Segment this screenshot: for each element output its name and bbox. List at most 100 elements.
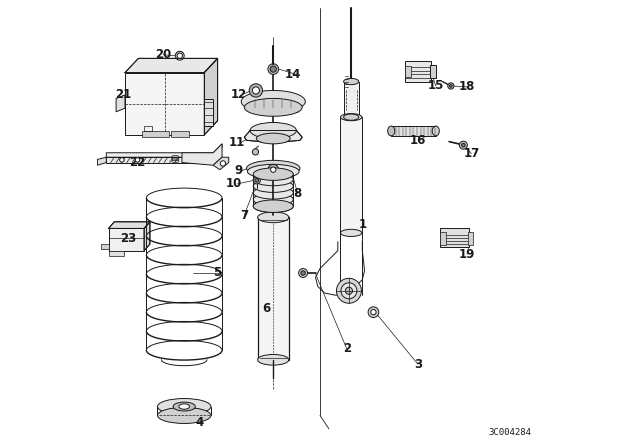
Circle shape bbox=[268, 164, 278, 175]
Ellipse shape bbox=[244, 99, 302, 116]
Bar bbox=[109, 228, 144, 251]
Ellipse shape bbox=[253, 180, 293, 192]
Bar bbox=[468, 233, 473, 245]
Bar bbox=[440, 228, 469, 247]
Ellipse shape bbox=[253, 200, 293, 212]
Circle shape bbox=[270, 66, 276, 72]
Bar bbox=[101, 244, 109, 250]
Circle shape bbox=[448, 83, 454, 89]
Text: 18: 18 bbox=[459, 80, 475, 93]
Circle shape bbox=[268, 64, 278, 74]
Bar bbox=[109, 251, 124, 256]
Text: 11: 11 bbox=[229, 137, 245, 150]
Polygon shape bbox=[109, 222, 150, 228]
Text: 1: 1 bbox=[358, 217, 366, 231]
Text: 7: 7 bbox=[240, 209, 248, 222]
Text: 15: 15 bbox=[428, 79, 444, 92]
Circle shape bbox=[346, 287, 353, 294]
Polygon shape bbox=[144, 222, 150, 251]
Bar bbox=[142, 130, 168, 137]
Text: 20: 20 bbox=[155, 48, 172, 61]
Circle shape bbox=[449, 85, 452, 87]
Circle shape bbox=[371, 310, 376, 315]
Bar bbox=[144, 126, 152, 131]
Text: 10: 10 bbox=[225, 177, 242, 190]
Circle shape bbox=[175, 51, 184, 60]
Text: 5: 5 bbox=[214, 267, 221, 280]
Circle shape bbox=[177, 53, 182, 58]
Circle shape bbox=[120, 158, 124, 162]
Ellipse shape bbox=[157, 399, 211, 414]
Circle shape bbox=[271, 167, 276, 172]
Ellipse shape bbox=[258, 212, 289, 223]
Circle shape bbox=[253, 177, 260, 184]
Polygon shape bbox=[116, 95, 125, 112]
Bar bbox=[125, 73, 204, 135]
Text: 8: 8 bbox=[294, 187, 302, 200]
Text: 9: 9 bbox=[235, 164, 243, 177]
Ellipse shape bbox=[432, 126, 439, 136]
Polygon shape bbox=[213, 157, 228, 170]
Ellipse shape bbox=[250, 122, 296, 138]
Ellipse shape bbox=[258, 354, 289, 365]
Circle shape bbox=[220, 161, 226, 166]
Polygon shape bbox=[204, 58, 218, 135]
Ellipse shape bbox=[253, 168, 293, 181]
Text: 19: 19 bbox=[459, 248, 475, 261]
Circle shape bbox=[252, 149, 259, 155]
Bar bbox=[440, 232, 445, 246]
Bar bbox=[344, 82, 359, 117]
Text: 3C004284: 3C004284 bbox=[488, 428, 531, 437]
Circle shape bbox=[249, 84, 262, 97]
Polygon shape bbox=[125, 58, 218, 73]
Polygon shape bbox=[244, 130, 302, 143]
Circle shape bbox=[337, 278, 362, 303]
Ellipse shape bbox=[257, 133, 290, 144]
Text: 17: 17 bbox=[463, 147, 479, 160]
Text: 13: 13 bbox=[285, 103, 301, 116]
Ellipse shape bbox=[253, 193, 293, 206]
Bar bbox=[171, 130, 189, 137]
Bar bbox=[258, 217, 289, 360]
Text: 12: 12 bbox=[231, 88, 247, 101]
Text: 3: 3 bbox=[414, 358, 422, 371]
Ellipse shape bbox=[173, 402, 195, 411]
Circle shape bbox=[461, 143, 465, 147]
Ellipse shape bbox=[246, 160, 300, 177]
Circle shape bbox=[255, 179, 259, 182]
Bar bbox=[340, 117, 362, 233]
Bar bbox=[404, 66, 412, 77]
Ellipse shape bbox=[253, 200, 293, 212]
Text: 22: 22 bbox=[129, 156, 145, 169]
Circle shape bbox=[460, 141, 467, 149]
Ellipse shape bbox=[388, 126, 395, 136]
Bar bbox=[431, 65, 436, 78]
Ellipse shape bbox=[253, 187, 293, 199]
Ellipse shape bbox=[248, 164, 299, 179]
Circle shape bbox=[368, 307, 379, 318]
Ellipse shape bbox=[344, 78, 359, 85]
Text: 6: 6 bbox=[262, 302, 271, 315]
Text: 14: 14 bbox=[285, 69, 301, 82]
Bar bbox=[106, 157, 218, 163]
Polygon shape bbox=[97, 157, 106, 165]
Text: 21: 21 bbox=[115, 88, 131, 101]
Polygon shape bbox=[182, 144, 222, 165]
Ellipse shape bbox=[340, 229, 362, 237]
Circle shape bbox=[301, 271, 305, 275]
Text: 2: 2 bbox=[342, 342, 351, 355]
Circle shape bbox=[252, 87, 259, 94]
Bar bbox=[391, 126, 436, 136]
Circle shape bbox=[135, 158, 140, 162]
Ellipse shape bbox=[344, 114, 359, 120]
Ellipse shape bbox=[241, 90, 305, 113]
Bar bbox=[204, 99, 213, 126]
Circle shape bbox=[341, 283, 357, 299]
Ellipse shape bbox=[340, 114, 362, 121]
Bar bbox=[404, 61, 431, 82]
Ellipse shape bbox=[157, 407, 211, 423]
Circle shape bbox=[299, 268, 308, 277]
Text: 23: 23 bbox=[120, 232, 137, 245]
Ellipse shape bbox=[253, 173, 293, 186]
Text: 16: 16 bbox=[410, 134, 426, 147]
